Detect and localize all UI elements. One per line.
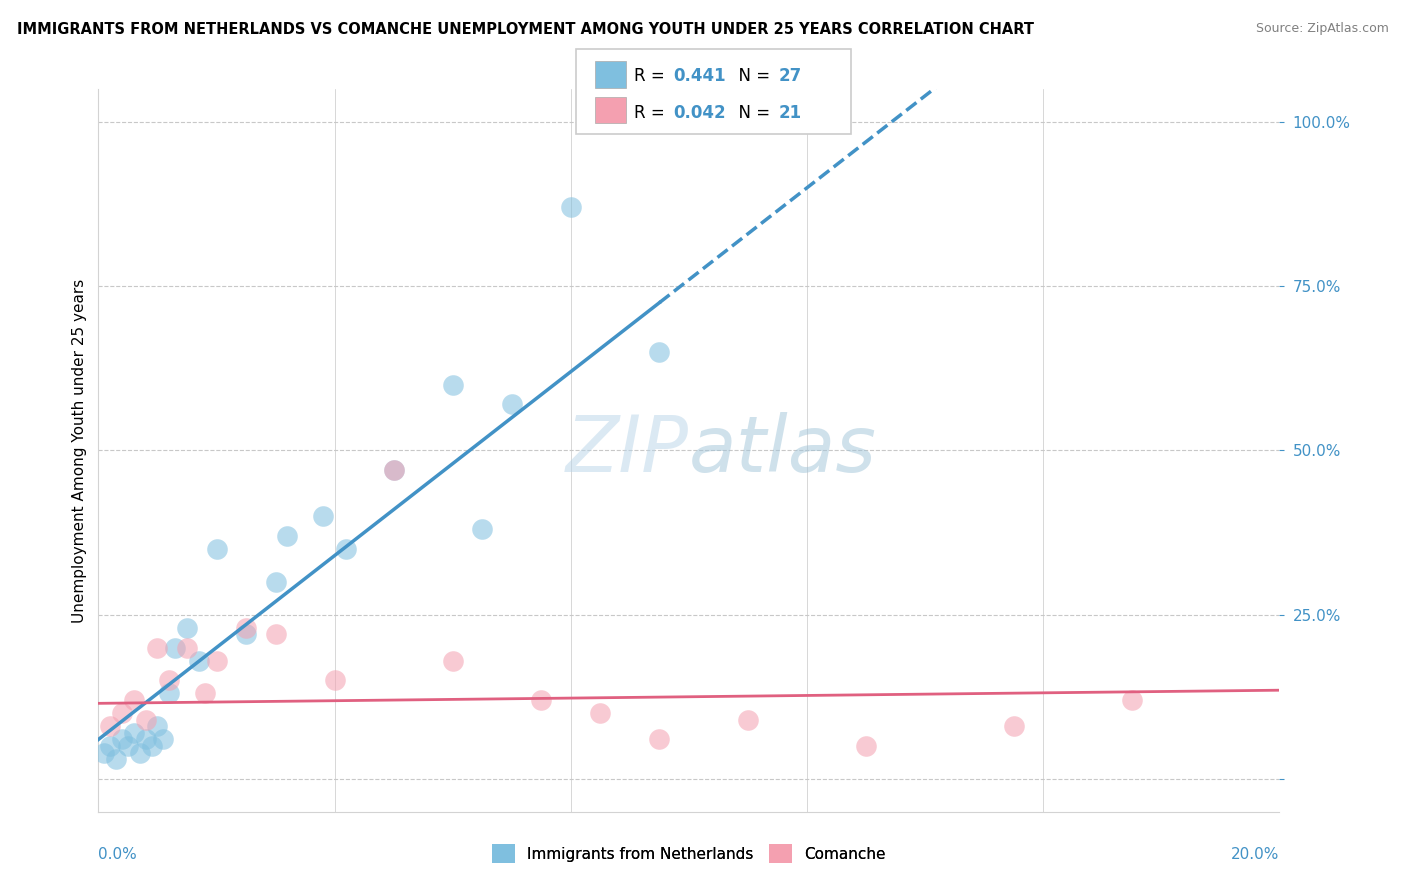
Point bbox=[648, 345, 671, 359]
Point bbox=[117, 739, 139, 753]
Point bbox=[264, 627, 287, 641]
Point bbox=[157, 686, 180, 700]
Point bbox=[194, 686, 217, 700]
Point bbox=[105, 752, 128, 766]
Text: ZIP: ZIP bbox=[567, 412, 689, 489]
Point bbox=[235, 621, 257, 635]
Text: R =: R = bbox=[634, 67, 671, 86]
Text: IMMIGRANTS FROM NETHERLANDS VS COMANCHE UNEMPLOYMENT AMONG YOUTH UNDER 25 YEARS : IMMIGRANTS FROM NETHERLANDS VS COMANCHE … bbox=[17, 22, 1033, 37]
Point bbox=[276, 529, 298, 543]
Text: 0.441: 0.441 bbox=[673, 67, 725, 86]
Point bbox=[264, 574, 287, 589]
Point bbox=[176, 621, 198, 635]
Point bbox=[323, 673, 346, 688]
Point bbox=[93, 746, 115, 760]
Point bbox=[855, 739, 877, 753]
Point bbox=[98, 739, 121, 753]
Point bbox=[146, 719, 169, 733]
Point bbox=[157, 673, 180, 688]
Point bbox=[1121, 693, 1143, 707]
Point bbox=[111, 732, 134, 747]
Point bbox=[176, 640, 198, 655]
Text: N =: N = bbox=[728, 103, 776, 121]
Point bbox=[205, 541, 228, 556]
Point bbox=[111, 706, 134, 721]
Text: 27: 27 bbox=[779, 67, 803, 86]
Text: 0.0%: 0.0% bbox=[98, 847, 138, 862]
Point bbox=[146, 640, 169, 655]
Point bbox=[205, 654, 228, 668]
Text: 21: 21 bbox=[779, 103, 801, 121]
Point bbox=[141, 739, 163, 753]
Point bbox=[441, 377, 464, 392]
Text: 20.0%: 20.0% bbox=[1232, 847, 1279, 862]
Text: R =: R = bbox=[634, 103, 671, 121]
Point bbox=[312, 509, 335, 524]
Point bbox=[501, 397, 523, 411]
Point bbox=[382, 463, 405, 477]
Text: N =: N = bbox=[728, 67, 776, 86]
Text: Source: ZipAtlas.com: Source: ZipAtlas.com bbox=[1256, 22, 1389, 36]
Y-axis label: Unemployment Among Youth under 25 years: Unemployment Among Youth under 25 years bbox=[72, 278, 87, 623]
Point bbox=[1002, 719, 1025, 733]
Point bbox=[122, 693, 145, 707]
Point bbox=[648, 732, 671, 747]
Point bbox=[152, 732, 174, 747]
Point bbox=[530, 693, 553, 707]
Text: atlas: atlas bbox=[689, 412, 877, 489]
Point bbox=[382, 463, 405, 477]
Point bbox=[98, 719, 121, 733]
Point bbox=[187, 654, 209, 668]
Point bbox=[335, 541, 357, 556]
Point bbox=[135, 713, 157, 727]
Point bbox=[235, 627, 257, 641]
Point bbox=[441, 654, 464, 668]
Point bbox=[128, 746, 150, 760]
Point bbox=[165, 640, 187, 655]
Point bbox=[471, 522, 494, 536]
Legend: Immigrants from Netherlands, Comanche: Immigrants from Netherlands, Comanche bbox=[486, 838, 891, 869]
Text: 0.042: 0.042 bbox=[673, 103, 725, 121]
Point bbox=[122, 726, 145, 740]
Point bbox=[737, 713, 759, 727]
Point bbox=[135, 732, 157, 747]
Point bbox=[560, 201, 582, 215]
Point bbox=[589, 706, 612, 721]
